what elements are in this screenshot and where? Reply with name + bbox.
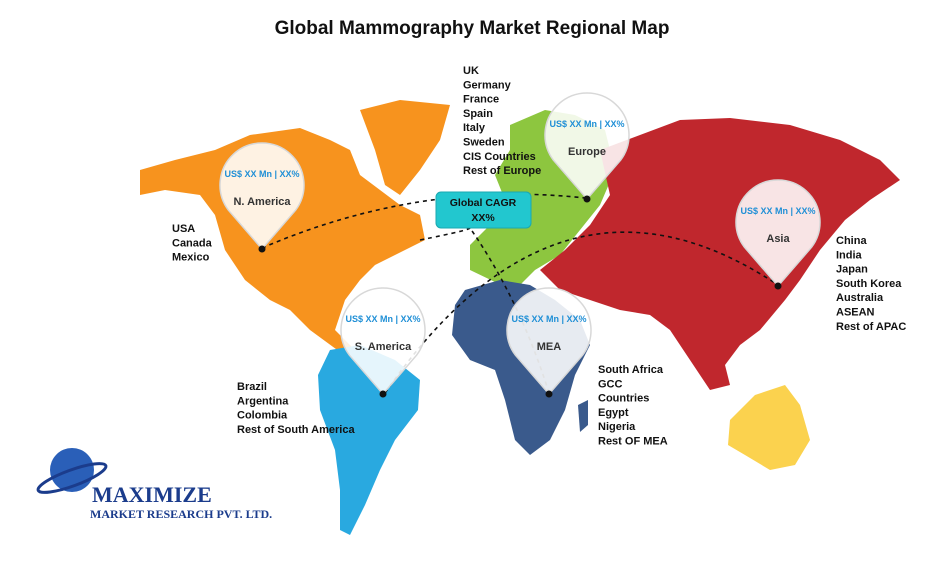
country-name: Japan: [836, 264, 868, 276]
country-name: Australia: [836, 292, 884, 304]
region-pin: US$ XX Mn | XX% N. America: [219, 142, 305, 253]
pin-shape: [506, 287, 592, 396]
country-name: Canada: [172, 237, 213, 249]
region-pin: US$ XX Mn | XX% Asia: [735, 179, 821, 290]
connection-line: [469, 227, 550, 394]
pin-shape: [544, 92, 630, 201]
pin-value: US$ XX Mn | XX%: [549, 119, 624, 129]
country-name: Rest OF MEA: [598, 436, 668, 448]
country-name: CIS Countries: [463, 151, 536, 163]
country-name: South Africa: [598, 364, 664, 376]
country-name: Sweden: [463, 137, 505, 149]
pin-shape: [340, 287, 426, 396]
country-name: India: [836, 249, 863, 261]
country-name: Countries: [598, 393, 649, 405]
cagr-value: XX%: [471, 212, 495, 224]
asia: [540, 118, 900, 390]
country-name: Italy: [463, 122, 486, 134]
cagr-box: Global CAGR XX%: [435, 191, 532, 229]
cagr-box-bg: [435, 191, 532, 229]
pin-value: US$ XX Mn | XX%: [740, 206, 815, 216]
country-name: Germany: [463, 79, 512, 91]
logo-subtitle: MARKET RESEARCH PVT. LTD.: [90, 507, 272, 521]
country-name: China: [836, 235, 867, 247]
pin-region-name: Asia: [766, 233, 790, 245]
pin-point: [774, 282, 782, 290]
country-name: UK: [463, 65, 479, 77]
country-name: GCC: [598, 378, 623, 390]
pin-point: [379, 390, 387, 398]
country-name: Spain: [463, 108, 493, 120]
country-name: South Korea: [836, 278, 902, 290]
pin-point: [545, 390, 553, 398]
pin-region-name: N. America: [233, 196, 291, 208]
madagascar: [578, 400, 588, 432]
region-pin: US$ XX Mn | XX% MEA: [506, 287, 592, 398]
country-name: Rest of APAC: [836, 321, 906, 333]
pin-region-name: S. America: [355, 341, 412, 353]
country-name: Nigeria: [598, 421, 636, 433]
australia: [728, 385, 810, 470]
country-name: USA: [172, 223, 195, 235]
pin-region-name: MEA: [537, 341, 562, 353]
country-name: Argentina: [237, 395, 289, 407]
country-name: France: [463, 94, 499, 106]
pin-region-name: Europe: [568, 146, 606, 158]
country-name: ASEAN: [836, 307, 875, 319]
pin-point: [258, 245, 266, 253]
title: Global Mammography Market Regional Map: [275, 18, 670, 39]
pin-value: US$ XX Mn | XX%: [511, 314, 586, 324]
greenland: [360, 100, 450, 195]
country-name: Rest of Europe: [463, 165, 541, 177]
connection-line: [419, 227, 471, 241]
country-name: Rest of South America: [237, 424, 355, 436]
logo-orbit: [36, 462, 108, 494]
country-name: Mexico: [172, 252, 210, 264]
region-pin: US$ XX Mn | XX% S. America: [340, 287, 426, 398]
pin-point: [583, 195, 591, 203]
cagr-label: Global CAGR: [450, 197, 517, 209]
pin-value: US$ XX Mn | XX%: [345, 314, 420, 324]
logo-name: MAXIMIZE: [92, 482, 212, 507]
country-name: Brazil: [237, 381, 267, 393]
south-america: [318, 345, 420, 535]
logo: MAXIMIZE MARKET RESEARCH PVT. LTD.: [36, 448, 272, 521]
pin-shape: [219, 142, 305, 251]
region-pin: US$ XX Mn | XX% Europe: [544, 92, 630, 203]
north-america: [140, 128, 425, 352]
country-lists: USA Canada Mexico UK Germany France Spain Italy…: [172, 65, 906, 448]
country-name: Colombia: [237, 410, 288, 422]
country-name: Egypt: [598, 407, 629, 419]
pin-value: US$ XX Mn | XX%: [224, 169, 299, 179]
pin-shape: [735, 179, 821, 288]
